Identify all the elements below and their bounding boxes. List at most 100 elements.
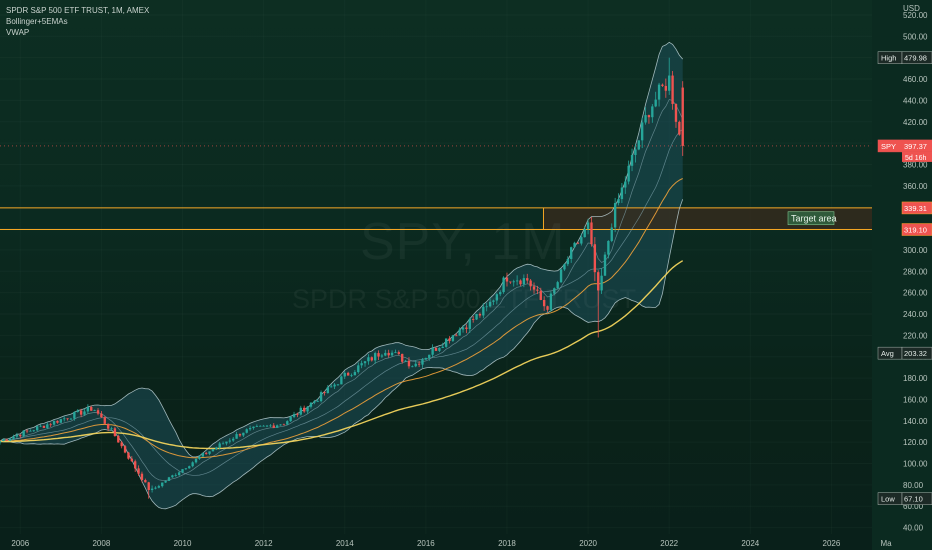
candle[interactable] <box>29 429 32 432</box>
candle[interactable] <box>259 425 262 427</box>
candle[interactable] <box>553 287 556 296</box>
candle[interactable] <box>174 473 177 477</box>
candle[interactable] <box>79 408 83 418</box>
candle[interactable] <box>421 358 424 368</box>
candle[interactable] <box>539 287 542 301</box>
candle[interactable] <box>299 405 302 416</box>
candle[interactable] <box>340 375 343 385</box>
candle[interactable] <box>634 144 637 163</box>
candle[interactable] <box>157 484 161 489</box>
candle[interactable] <box>150 485 154 493</box>
candle[interactable] <box>262 424 265 427</box>
candle[interactable] <box>103 416 106 425</box>
candle[interactable] <box>515 275 519 286</box>
candle[interactable] <box>529 279 532 291</box>
candle[interactable] <box>566 256 569 267</box>
candle[interactable] <box>134 459 137 472</box>
candle[interactable] <box>225 441 228 446</box>
candle[interactable] <box>171 474 174 478</box>
plot-area[interactable]: Target area <box>0 0 872 534</box>
candle[interactable] <box>637 140 640 151</box>
candle[interactable] <box>570 246 573 263</box>
candle[interactable] <box>671 70 674 110</box>
candle[interactable] <box>651 104 654 123</box>
candle[interactable] <box>640 117 644 149</box>
candle[interactable] <box>130 456 133 462</box>
candle[interactable] <box>137 465 140 476</box>
candle[interactable] <box>326 384 330 394</box>
candle[interactable] <box>576 241 580 245</box>
candle[interactable] <box>46 422 49 430</box>
candle[interactable] <box>644 107 647 125</box>
candle[interactable] <box>69 417 73 421</box>
candle[interactable] <box>188 465 191 469</box>
candle[interactable] <box>336 384 340 386</box>
candle[interactable] <box>397 350 401 356</box>
candle[interactable] <box>323 391 326 396</box>
candle[interactable] <box>417 361 421 368</box>
candle[interactable] <box>536 285 539 295</box>
candle[interactable] <box>316 398 319 402</box>
candle[interactable] <box>127 451 130 460</box>
candle[interactable] <box>330 384 333 388</box>
candle[interactable] <box>573 241 576 248</box>
candle[interactable] <box>407 357 411 369</box>
candle[interactable] <box>238 433 242 437</box>
candle[interactable] <box>367 354 370 365</box>
candle[interactable] <box>475 313 478 321</box>
candle[interactable] <box>117 434 120 443</box>
candle[interactable] <box>123 444 127 454</box>
candle[interactable] <box>607 240 610 259</box>
candle[interactable] <box>499 290 502 297</box>
candle[interactable] <box>0 441 2 445</box>
candle[interactable] <box>461 325 465 333</box>
candle[interactable] <box>191 461 194 468</box>
candle[interactable] <box>204 451 208 455</box>
candle[interactable] <box>255 424 259 428</box>
candle[interactable] <box>5 438 8 442</box>
candle[interactable] <box>590 216 593 247</box>
candle[interactable] <box>424 357 428 361</box>
candle[interactable] <box>522 274 526 288</box>
candle[interactable] <box>76 409 79 413</box>
candle[interactable] <box>488 297 492 308</box>
candle[interactable] <box>194 458 198 464</box>
candle[interactable] <box>140 471 144 483</box>
candle[interactable] <box>492 299 495 306</box>
candle[interactable] <box>86 404 90 414</box>
candle[interactable] <box>242 432 245 438</box>
candle[interactable] <box>465 324 468 334</box>
candle[interactable] <box>384 349 387 357</box>
candle[interactable] <box>448 336 451 344</box>
candle[interactable] <box>478 312 482 318</box>
candle[interactable] <box>228 438 232 444</box>
candle[interactable] <box>201 452 204 457</box>
candle[interactable] <box>66 418 69 421</box>
candle[interactable] <box>296 412 299 418</box>
candle[interactable] <box>309 402 313 409</box>
candle[interactable] <box>471 315 475 323</box>
candle[interactable] <box>22 430 25 438</box>
candle[interactable] <box>681 81 684 156</box>
candle[interactable] <box>586 218 590 235</box>
candle[interactable] <box>370 356 373 362</box>
candle[interactable] <box>252 426 255 430</box>
candle[interactable] <box>583 225 586 238</box>
target-zone-label[interactable]: Target area <box>791 214 837 224</box>
candle[interactable] <box>113 426 117 437</box>
candle[interactable] <box>35 425 39 432</box>
candle[interactable] <box>414 360 417 368</box>
candle[interactable] <box>556 280 559 290</box>
candle[interactable] <box>549 291 553 312</box>
candle[interactable] <box>485 302 488 312</box>
candle[interactable] <box>441 342 444 349</box>
candle[interactable] <box>164 480 167 483</box>
x-axis[interactable]: 2006 2008 2010 2012 2014 2016 2018 2020 2022 2024… <box>11 539 892 548</box>
candle[interactable] <box>198 455 201 460</box>
candle[interactable] <box>661 83 664 87</box>
candle[interactable] <box>96 408 100 416</box>
candle[interactable] <box>184 468 188 471</box>
candle[interactable] <box>597 270 600 338</box>
candle[interactable] <box>167 476 171 482</box>
candle[interactable] <box>221 441 225 445</box>
